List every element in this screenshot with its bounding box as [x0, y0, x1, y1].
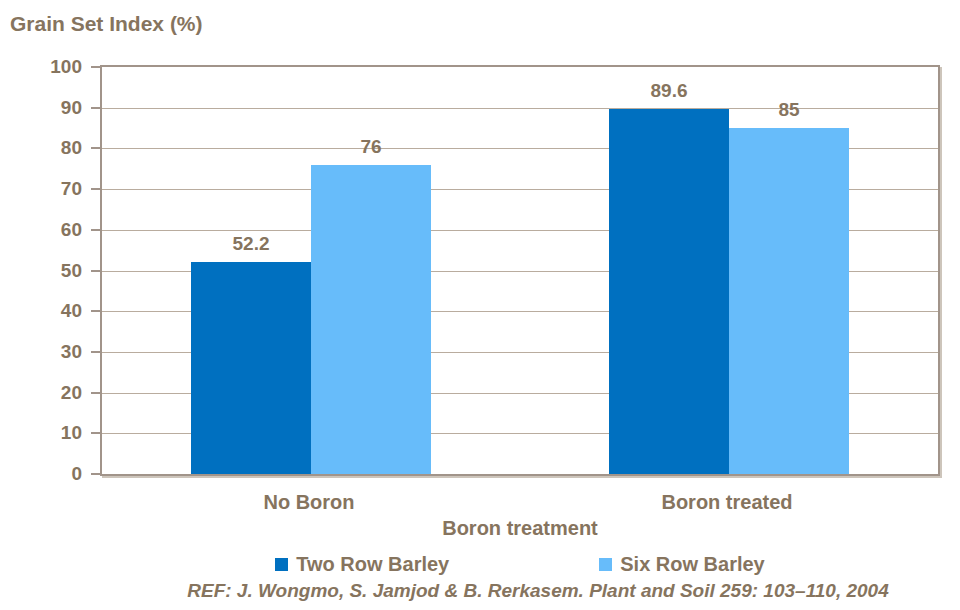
y-tick-label-100: 100 — [0, 56, 82, 78]
legend: Two Row Barley Six Row Barley — [100, 553, 940, 576]
y-tick-label-40: 40 — [0, 300, 82, 322]
bar-value-label: 85 — [719, 99, 859, 121]
y-tick-label-90: 90 — [0, 97, 82, 119]
y-tick-label-30: 30 — [0, 341, 82, 363]
chart-title: Grain Set Index (%) — [10, 12, 203, 36]
y-tick-label-70: 70 — [0, 178, 82, 200]
y-tick-mark-100 — [91, 66, 100, 68]
y-tick-mark-50 — [91, 270, 100, 272]
legend-swatch-two-row-barley-icon — [275, 558, 288, 571]
y-tick-label-50: 50 — [0, 260, 82, 282]
y-tick-mark-40 — [91, 310, 100, 312]
legend-item-two-row-barley: Two Row Barley — [275, 553, 449, 576]
category-label-boron-treated: Boron treated — [518, 490, 936, 514]
legend-item-six-row-barley: Six Row Barley — [599, 553, 765, 576]
y-tick-label-10: 10 — [0, 422, 82, 444]
y-tick-label-60: 60 — [0, 219, 82, 241]
legend-swatch-six-row-barley-icon — [599, 558, 612, 571]
bar-six-row-barley-boron-treated — [729, 128, 849, 474]
y-tick-mark-90 — [91, 107, 100, 109]
legend-label-six-row-barley: Six Row Barley — [620, 553, 765, 576]
y-tick-mark-10 — [91, 432, 100, 434]
y-tick-mark-70 — [91, 188, 100, 190]
bar-value-label: 76 — [301, 136, 441, 158]
y-tick-mark-20 — [91, 392, 100, 394]
bar-six-row-barley-no-boron — [311, 165, 431, 474]
y-tick-label-80: 80 — [0, 137, 82, 159]
bar-chart: Grain Set Index (%) 0 10 20 30 40 50 60 70 80 90 1… — [0, 0, 960, 610]
category-label-no-boron: No Boron — [100, 490, 518, 514]
y-tick-mark-0 — [91, 473, 100, 475]
x-axis-title: Boron treatment — [100, 517, 940, 540]
y-tick-mark-60 — [91, 229, 100, 231]
reference-citation: REF: J. Wongmo, S. Jamjod & B. Rerkasem.… — [120, 580, 956, 602]
bar-value-label: 52.2 — [181, 233, 321, 255]
plot-area: 52.2 76 89.685 — [100, 65, 940, 476]
legend-label-two-row-barley: Two Row Barley — [296, 553, 449, 576]
bar-two-row-barley-boron-treated — [609, 109, 729, 474]
y-tick-mark-80 — [91, 147, 100, 149]
bar-value-label: 89.6 — [599, 80, 739, 102]
y-tick-mark-30 — [91, 351, 100, 353]
y-tick-label-0: 0 — [0, 463, 82, 485]
bar-two-row-barley-no-boron — [191, 262, 311, 474]
y-tick-label-20: 20 — [0, 382, 82, 404]
